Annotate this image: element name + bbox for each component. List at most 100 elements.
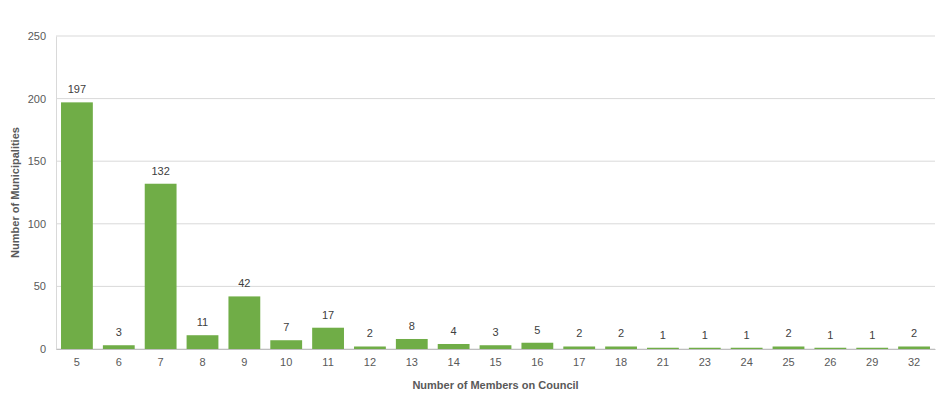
x-tick-label: 26: [824, 356, 836, 368]
grid-line: [56, 223, 935, 224]
x-tick-label: 14: [448, 356, 460, 368]
x-tick-label: 12: [364, 356, 376, 368]
bar: [647, 348, 679, 349]
x-tick-label: 24: [741, 356, 753, 368]
y-tick: 150: [28, 155, 56, 167]
y-tick-label: 100: [28, 218, 46, 230]
x-tick: 23: [699, 349, 711, 368]
data-label: 2: [618, 327, 624, 339]
x-tick-label: 6: [116, 356, 122, 368]
data-label: 2: [367, 327, 373, 339]
x-axis-line: [57, 349, 936, 350]
bar: [270, 340, 302, 349]
y-axis-line: [56, 37, 57, 350]
x-tick: 13: [406, 349, 418, 368]
bar: [563, 346, 595, 349]
x-tick: 10: [280, 349, 292, 368]
bar: [396, 339, 428, 349]
x-tick: 21: [657, 349, 669, 368]
bar: [521, 343, 553, 349]
x-tick: 12: [364, 349, 376, 368]
grid: [56, 36, 935, 349]
bars: [61, 102, 930, 349]
x-tick: 18: [615, 349, 627, 368]
y-tick: 200: [28, 93, 56, 105]
bar: [605, 346, 637, 349]
x-tick: 15: [489, 349, 501, 368]
data-label: 5: [534, 324, 540, 336]
y-tick-label: 0: [40, 343, 46, 355]
bar: [354, 346, 386, 349]
data-label: 197: [68, 83, 86, 95]
y-tick-label: 150: [28, 155, 46, 167]
x-tick-label: 10: [280, 356, 292, 368]
x-tick: 5: [74, 349, 80, 368]
x-tick: 29: [866, 349, 878, 368]
data-label: 1: [827, 329, 833, 341]
y-axis-title: Number of Municipalities: [9, 127, 21, 258]
grid-line: [56, 36, 935, 37]
bar: [103, 345, 135, 349]
bar: [61, 102, 93, 349]
data-label: 11: [197, 316, 208, 328]
data-label: 2: [911, 327, 917, 339]
bar: [145, 184, 177, 349]
y-tick: 100: [28, 218, 56, 230]
bar: [773, 346, 805, 349]
data-label: 132: [151, 165, 169, 177]
x-tick-label: 18: [615, 356, 627, 368]
x-tick-label: 32: [908, 356, 920, 368]
data-label: 3: [492, 326, 498, 338]
data-label: 1: [660, 329, 666, 341]
x-tick-label: 5: [74, 356, 80, 368]
grid-line: [56, 161, 935, 162]
bar: [898, 346, 930, 349]
bar: [814, 348, 846, 349]
x-tick: 8: [199, 349, 205, 368]
bar: [187, 335, 219, 349]
x-tick-label: 25: [782, 356, 794, 368]
x-tick: 14: [448, 349, 460, 368]
x-tick: 16: [531, 349, 543, 368]
data-label: 4: [451, 325, 457, 337]
bar: [480, 345, 512, 349]
x-tick-label: 16: [531, 356, 543, 368]
grid-line: [56, 286, 935, 287]
data-label: 1: [869, 329, 875, 341]
y-tick-label: 250: [28, 30, 46, 42]
data-label: 2: [785, 327, 791, 339]
grid-line: [56, 98, 935, 99]
x-tick-label: 23: [699, 356, 711, 368]
data-label: 42: [238, 277, 250, 289]
bar: [731, 348, 763, 349]
x-tick: 9: [241, 349, 247, 368]
y-tick-label: 50: [34, 280, 46, 292]
plot: 0501001502002505678910111213141516171821…: [28, 30, 936, 368]
bar: [228, 296, 260, 349]
x-axis-title: Number of Members on Council: [412, 379, 578, 391]
y-axis: 0 50 100 150 200 250: [28, 30, 57, 355]
x-tick: 11: [322, 349, 333, 368]
data-label: 17: [322, 309, 334, 321]
x-tick-label: 15: [489, 356, 501, 368]
x-tick-label: 9: [241, 356, 247, 368]
bar: [312, 328, 344, 349]
x-tick-label: 21: [657, 356, 669, 368]
x-tick: 26: [824, 349, 836, 368]
bar: [856, 348, 888, 349]
x-tick: 25: [782, 349, 794, 368]
x-tick: 32: [908, 349, 920, 368]
x-tick: 7: [158, 349, 164, 368]
chart: 0501001502002505678910111213141516171821…: [0, 0, 943, 399]
x-tick: 6: [116, 349, 122, 368]
x-tick-label: 17: [573, 356, 585, 368]
x-tick-label: 7: [158, 356, 164, 368]
x-tick: 17: [573, 349, 585, 368]
bar: [438, 344, 470, 349]
data-label: 8: [409, 320, 415, 332]
y-tick-label: 200: [28, 93, 46, 105]
x-tick-label: 29: [866, 356, 878, 368]
x-axis: 5 6 7 8 9 10 11 12 13 14 15 16 17 18 21 23 24 25 26 29 32: [57, 349, 936, 368]
data-label: 7: [283, 321, 289, 333]
x-tick-label: 8: [199, 356, 205, 368]
